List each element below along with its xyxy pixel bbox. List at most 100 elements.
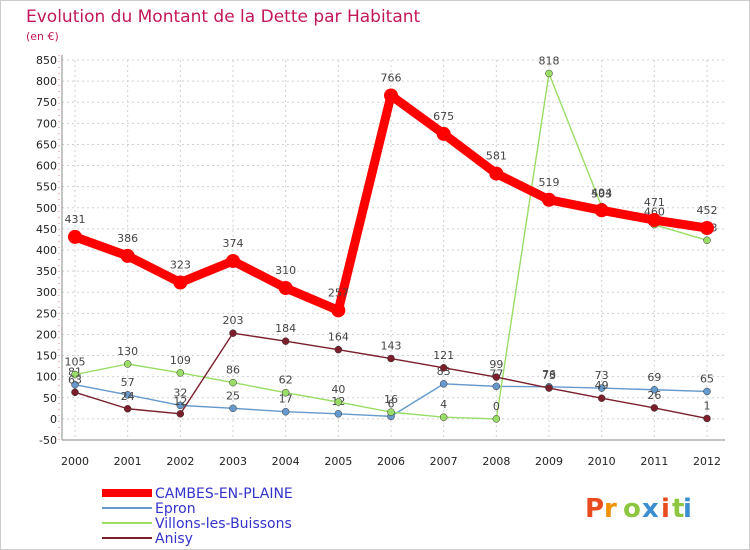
data-label: 25	[226, 389, 240, 402]
x-tick-label: 2012	[693, 455, 721, 468]
data-label: 503	[591, 188, 612, 201]
y-tick-label: 850	[36, 54, 57, 67]
x-tick-label: 2002	[166, 455, 194, 468]
y-tick-label: 400	[36, 244, 57, 257]
data-label: 121	[433, 349, 454, 362]
y-tick-label: 300	[36, 286, 57, 299]
data-label: 323	[170, 259, 191, 272]
data-label: 4	[440, 398, 447, 411]
series-point	[123, 360, 132, 368]
data-label: 386	[117, 232, 138, 245]
x-tick-label: 2011	[640, 455, 668, 468]
data-label: 6	[388, 397, 395, 410]
x-tick-label: 2007	[430, 455, 458, 468]
data-label: 164	[328, 331, 349, 344]
data-label: 143	[381, 340, 402, 353]
data-label: 310	[275, 264, 296, 277]
data-label: 32	[173, 386, 187, 399]
series-point	[703, 236, 711, 245]
y-tick-label: 800	[36, 75, 57, 88]
series-point	[229, 378, 237, 387]
series-point	[703, 414, 711, 423]
series-point	[597, 384, 606, 392]
series-point	[71, 370, 79, 379]
logo-letter: i	[661, 494, 670, 524]
y-tick-label: 700	[36, 117, 57, 130]
series-point	[703, 387, 711, 396]
series-point	[176, 410, 185, 418]
y-tick-label: 200	[36, 328, 57, 341]
y-tick-label: 100	[36, 371, 57, 384]
series-point	[492, 415, 501, 423]
y-tick-label: 450	[36, 223, 57, 236]
data-label: 519	[539, 176, 560, 189]
series-point	[120, 248, 135, 263]
y-tick-label: 150	[36, 350, 57, 363]
data-label: 1	[704, 399, 711, 412]
data-label: 105	[65, 356, 86, 369]
x-tick-label: 2003	[219, 455, 247, 468]
series-point	[545, 384, 553, 392]
series-point	[545, 69, 553, 78]
plot-area: -500501001502002503003504004505005506006…	[36, 54, 725, 468]
x-tick-label: 2004	[272, 455, 300, 468]
data-label: 203	[223, 314, 244, 327]
legend-label: Epron	[155, 501, 196, 517]
data-label: 17	[279, 393, 293, 406]
data-label: 471	[644, 196, 665, 209]
data-label: 12	[173, 395, 187, 408]
series-point	[650, 404, 659, 412]
logo-letter: x	[642, 494, 659, 524]
series-point	[281, 337, 290, 345]
series-point	[226, 253, 240, 268]
series-point	[68, 229, 82, 244]
series-point	[229, 329, 237, 337]
series-point	[647, 213, 662, 228]
data-label: 374	[223, 237, 244, 250]
data-label: 109	[170, 354, 191, 367]
series-point	[176, 369, 185, 377]
series-point	[597, 394, 606, 402]
y-tick-label: 500	[36, 202, 57, 215]
logo-letter: i	[683, 494, 692, 524]
data-label: 69	[647, 371, 661, 384]
data-label: 73	[542, 369, 556, 382]
data-label: 40	[331, 383, 345, 396]
series-point	[700, 221, 714, 236]
series-point	[71, 380, 79, 389]
series-point	[439, 364, 448, 372]
data-label: 494	[591, 186, 612, 199]
series-point	[71, 388, 79, 397]
logo-letter: P	[585, 494, 604, 524]
data-label: 63	[68, 373, 82, 386]
data-label: 431	[65, 213, 86, 226]
data-label: 49	[595, 379, 609, 392]
series-point	[439, 413, 448, 421]
y-tick-label: 50	[43, 392, 57, 405]
series-point	[650, 386, 659, 394]
series-point	[387, 408, 395, 416]
series-point	[229, 404, 237, 413]
y-tick-label: 0	[50, 413, 57, 426]
series-point	[387, 354, 395, 363]
series-point	[331, 303, 346, 318]
legend-label: Anisy	[155, 531, 193, 547]
data-label: 581	[486, 150, 507, 163]
x-tick-label: 2008	[482, 455, 510, 468]
series-point	[278, 281, 293, 295]
series-point	[489, 166, 504, 181]
data-label: 818	[539, 55, 560, 68]
series-point	[492, 373, 501, 381]
data-label: 675	[433, 110, 454, 123]
x-tick-label: 2009	[535, 455, 563, 468]
series-point	[334, 410, 343, 418]
data-label: 86	[226, 364, 240, 377]
data-label: 257	[328, 286, 349, 299]
chart-title: Evolution du Montant de la Dette par Hab…	[26, 7, 421, 27]
data-label: 62	[279, 374, 293, 387]
chart-subtitle: (en €)	[26, 30, 59, 43]
data-label: 57	[121, 376, 135, 389]
